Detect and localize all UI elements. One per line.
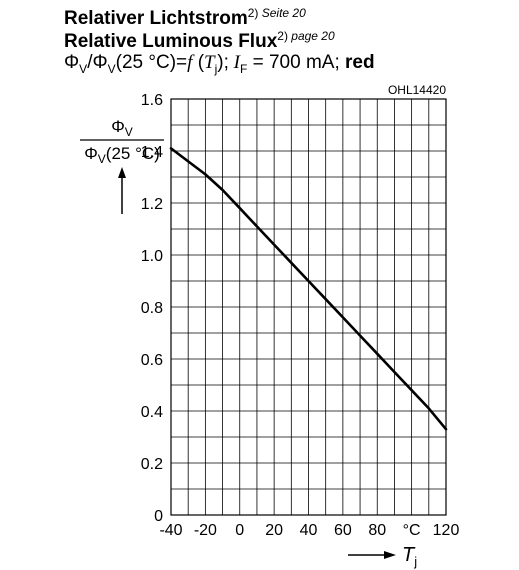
- title-german-text: Relativer Lichtstrom: [64, 8, 248, 29]
- x-tick-label: -40: [159, 522, 182, 539]
- ylabel-denominator: Φ: [84, 144, 98, 163]
- figure-code: OHL14420: [388, 83, 446, 97]
- x-tick-label: 0: [235, 522, 244, 539]
- y-tick-label: 0.6: [141, 352, 163, 369]
- y-tick-label: 1.6: [141, 92, 163, 109]
- x-tick-label: -20: [194, 522, 217, 539]
- title-english-footnote: 2) page 20: [277, 29, 335, 43]
- x-tick-label: °C: [403, 522, 421, 539]
- x-tick-label: 20: [265, 522, 283, 539]
- y-axis-label: ΦV ΦV(25 °C): [80, 117, 164, 214]
- xlabel-sub: j: [413, 554, 417, 569]
- xlabel-symbol: T: [402, 544, 416, 566]
- ylabel-numerator-sub: V: [125, 125, 133, 139]
- x-tick-label: 120: [433, 522, 460, 539]
- y-tick-label: 1.2: [141, 196, 163, 213]
- ylabel-denominator-sub: V: [98, 152, 106, 166]
- ylabel-arrow-head: [118, 167, 126, 178]
- series-line: [169, 147, 448, 431]
- x-tick-label: 40: [300, 522, 318, 539]
- title-german-footnote: 2) Seite 20: [247, 6, 306, 20]
- x-tick-labels: -40 -20 0 20 40 60 80 °C 120: [159, 522, 459, 539]
- xlabel-arrow-head: [384, 551, 396, 559]
- x-tick-label: 80: [368, 522, 386, 539]
- plot-frame: [170, 98, 447, 516]
- y-tick-label: 1.4: [141, 144, 163, 161]
- svg-text:ΦV: ΦV: [111, 117, 133, 139]
- chart-title-english: Relative Luminous Flux2) page 20: [64, 30, 335, 51]
- y-tick-labels: 0 0.2 0.4 0.6 0.8 1.0 1.2 1.4 1.6: [141, 92, 163, 525]
- minor-grid: [171, 99, 446, 515]
- y-tick-label: 0.2: [141, 456, 163, 473]
- x-axis-label: Tj: [348, 544, 417, 569]
- y-tick-label: 0.4: [141, 404, 163, 421]
- y-tick-label: 0: [154, 508, 163, 525]
- formula-color: red: [339, 52, 375, 73]
- svg-text:Tj: Tj: [402, 544, 417, 569]
- chart-formula: ΦV/ΦV(25 °C)=f (Tj); IF = 700 mA; red: [64, 52, 375, 76]
- y-tick-label: 1.0: [141, 248, 163, 265]
- svg-text:ΦV(25 °C): ΦV(25 °C): [84, 144, 160, 166]
- title-english-text: Relative Luminous Flux: [64, 31, 278, 52]
- series-layer: [169, 147, 448, 431]
- ylabel-numerator: Φ: [111, 117, 125, 136]
- chart-title-german: Relativer Lichtstrom2) Seite 20: [64, 7, 306, 28]
- y-tick-label: 0.8: [141, 300, 163, 317]
- x-tick-label: 60: [334, 522, 352, 539]
- ylabel-denominator-rest: (25 °C): [106, 144, 160, 163]
